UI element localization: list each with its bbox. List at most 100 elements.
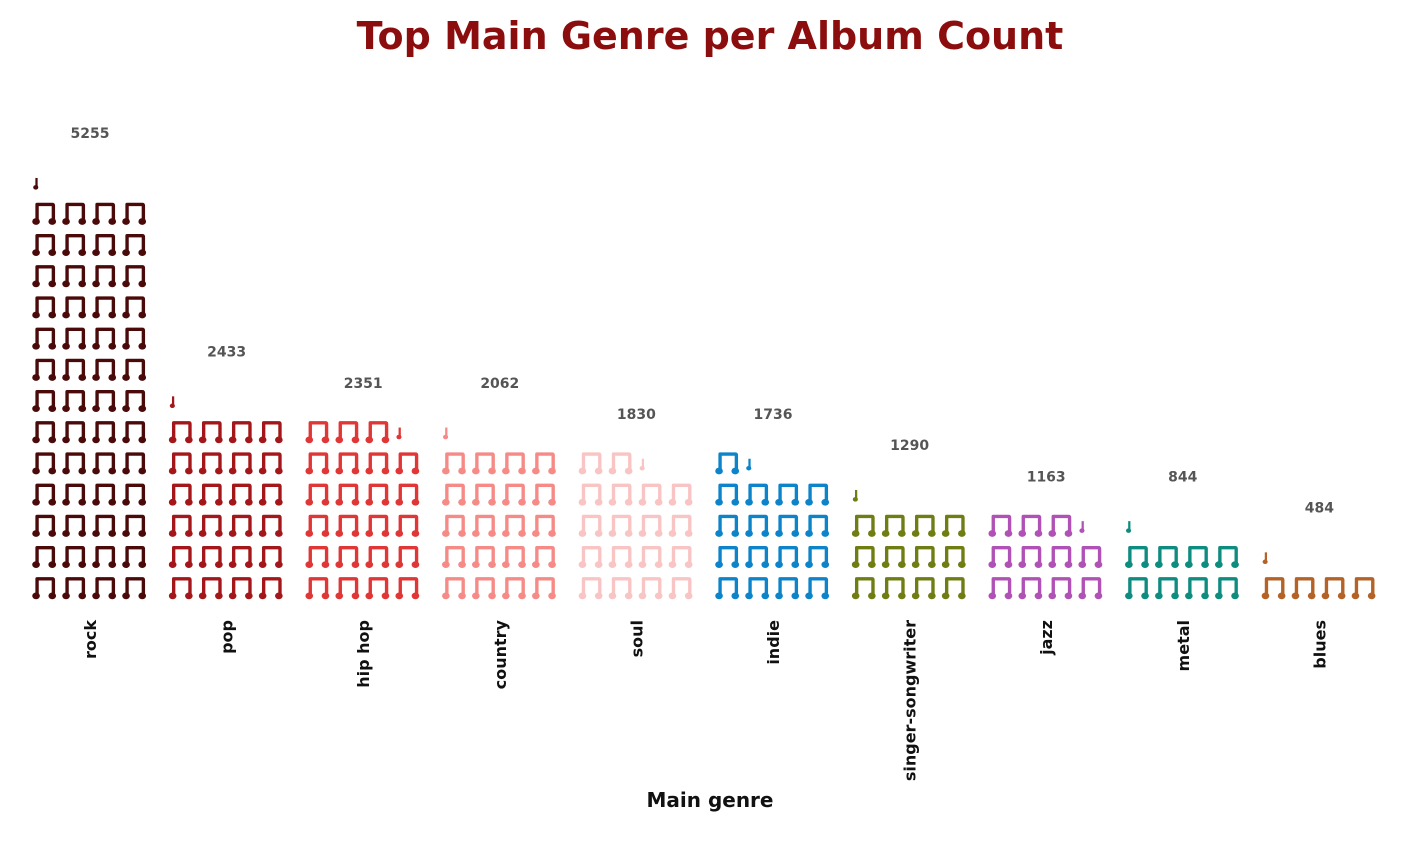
music-note-icon [443, 427, 449, 440]
music-note-icon [746, 458, 752, 471]
music-note-icon [122, 483, 147, 506]
music-note-icon [62, 452, 87, 475]
music-note-icon [62, 296, 87, 319]
music-note-icon [62, 233, 87, 257]
music-note-icon [941, 514, 966, 537]
music-note-icon [941, 577, 966, 600]
pictogram-bar-singer-songwriter [851, 489, 966, 600]
music-note-icon [32, 327, 57, 350]
music-note-icon [472, 577, 496, 600]
music-note-icon [1018, 514, 1043, 537]
music-note-icon [62, 202, 87, 225]
music-note-icon [335, 452, 360, 475]
music-note-icon [62, 265, 87, 288]
music-note-icon [745, 514, 770, 537]
music-note-icon [32, 202, 57, 225]
value-label-pop: 2433 [207, 345, 246, 361]
music-note-icon [608, 577, 633, 600]
music-note-icon [1215, 545, 1239, 569]
music-note-icon [62, 327, 87, 350]
music-note-icon [92, 577, 117, 600]
music-note-icon [62, 421, 87, 444]
music-note-icon [745, 545, 770, 569]
music-note-icon [395, 577, 420, 600]
music-note-icon [472, 545, 496, 569]
music-note-icon [1125, 577, 1149, 600]
music-note-icon [988, 545, 1013, 569]
music-note-icon [608, 452, 633, 475]
music-note-icon [32, 358, 57, 381]
category-label-rock: rock [81, 620, 100, 659]
music-note-icon [258, 483, 283, 506]
music-note-icon [32, 421, 57, 444]
music-note-icon [608, 545, 633, 569]
music-note-icon [1048, 577, 1073, 600]
music-note-icon [305, 483, 330, 506]
music-note-icon [335, 514, 360, 537]
music-note-icon [638, 483, 663, 506]
music-note-icon [715, 514, 740, 537]
music-note-icon [1048, 545, 1073, 569]
music-note-icon [122, 265, 147, 288]
value-label-blues: 484 [1305, 501, 1334, 517]
music-note-icon [578, 577, 603, 600]
music-note-icon [258, 514, 283, 537]
music-note-icon [395, 483, 420, 506]
music-note-icon [775, 483, 800, 506]
value-label-indie: 1736 [754, 407, 793, 423]
music-note-icon [532, 577, 556, 600]
music-note-icon [32, 452, 57, 475]
music-note-icon [122, 327, 147, 350]
music-note-icon [502, 514, 526, 537]
music-note-icon [198, 514, 223, 537]
music-note-icon [335, 577, 360, 600]
music-note-icon [228, 452, 253, 475]
music-note-icon [62, 577, 87, 600]
music-note-icon [365, 452, 390, 475]
music-note-icon [122, 421, 147, 444]
music-note-icon [668, 545, 693, 569]
music-note-icon [532, 545, 556, 569]
music-note-icon [442, 514, 466, 537]
music-note-icon [122, 577, 147, 600]
music-note-icon [668, 577, 693, 600]
category-label-blues: blues [1310, 620, 1329, 669]
music-note-icon [198, 483, 223, 506]
music-note-icon [122, 514, 147, 537]
music-note-icon [33, 177, 39, 190]
music-note-icon [395, 452, 420, 475]
music-note-icon [911, 514, 936, 537]
music-note-icon [1185, 577, 1209, 600]
music-note-icon [168, 452, 193, 475]
music-note-icon [305, 545, 330, 569]
labels-layer: 5255 rock 2433 pop 2351 hip hop 2062 country 183… [71, 126, 1335, 781]
music-note-icon [122, 233, 147, 257]
music-note-icon [502, 483, 526, 506]
music-note-icon [62, 514, 87, 537]
music-note-icon [228, 514, 253, 537]
music-note-icon [258, 421, 283, 444]
music-note-icon [169, 396, 175, 409]
music-note-icon [502, 452, 526, 475]
category-label-hip-hop: hip hop [354, 620, 373, 688]
music-note-icon [852, 489, 858, 502]
music-note-icon [122, 389, 147, 413]
music-note-icon [1261, 577, 1286, 600]
bars-layer [32, 177, 1376, 600]
music-note-icon [198, 577, 223, 600]
music-note-icon [638, 545, 663, 569]
music-note-icon [92, 452, 117, 475]
music-note-icon [258, 577, 283, 600]
music-note-icon [32, 296, 57, 319]
music-note-icon [1185, 545, 1209, 569]
music-note-icon [258, 452, 283, 475]
music-note-icon [775, 545, 800, 569]
music-note-icon [578, 483, 603, 506]
music-note-icon [911, 577, 936, 600]
music-note-icon [62, 358, 87, 381]
music-note-icon [608, 514, 633, 537]
music-note-icon [395, 514, 420, 537]
music-note-icon [365, 577, 390, 600]
music-note-icon [715, 577, 740, 600]
